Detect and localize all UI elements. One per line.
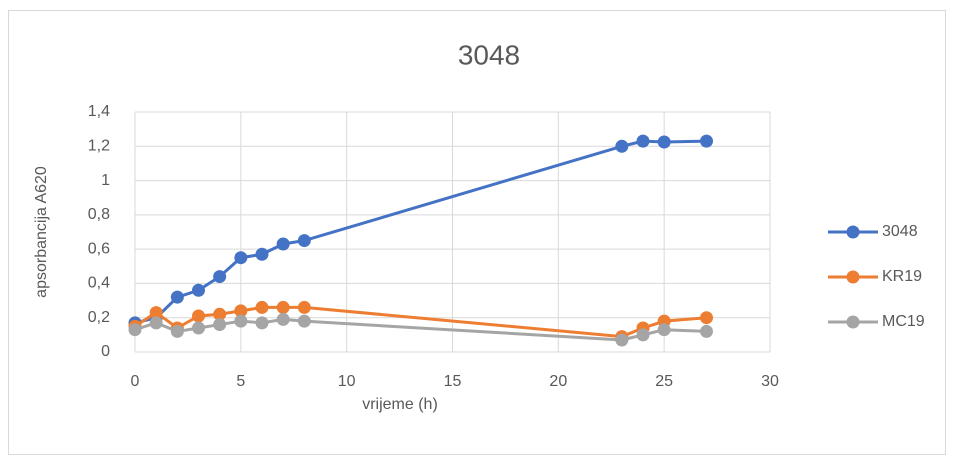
data-point (192, 309, 205, 323)
chart-border (8, 10, 946, 455)
legend-label: MC19 (882, 313, 925, 330)
data-point (149, 316, 163, 330)
data-point (192, 321, 205, 335)
y-tick-label: 0,4 (88, 275, 110, 292)
data-point (213, 270, 227, 284)
data-point (170, 324, 184, 338)
chart-title: 3048 (458, 39, 520, 70)
data-point (213, 307, 227, 321)
data-point (276, 237, 290, 251)
data-point (297, 300, 311, 314)
data-point (128, 323, 142, 337)
data-point (657, 323, 671, 337)
data-point (234, 314, 248, 328)
y-tick-label: 0,8 (88, 206, 110, 223)
data-point (255, 316, 269, 330)
y-tick-label: 0,6 (88, 240, 110, 257)
data-point (234, 251, 248, 265)
data-point (192, 283, 205, 297)
data-point (170, 290, 184, 304)
data-point (276, 300, 290, 314)
legend-marker (846, 270, 860, 284)
y-tick-label: 0,2 (88, 309, 110, 326)
data-point (255, 247, 269, 261)
data-point (234, 304, 248, 318)
data-point (636, 134, 650, 148)
data-point (213, 318, 227, 332)
y-tick-label: 1 (101, 172, 110, 189)
legend-marker (846, 225, 860, 239)
y-axis-label: apsorbancija A620 (33, 166, 50, 298)
data-point (700, 134, 713, 148)
data-point (297, 234, 311, 248)
y-tick-label: 1,2 (88, 138, 110, 155)
data-point (255, 300, 269, 314)
data-point (700, 324, 713, 338)
x-tick-label: 5 (236, 373, 245, 390)
data-point (276, 312, 290, 326)
data-point (636, 328, 650, 342)
y-tick-label: 1,4 (88, 103, 110, 120)
legend-marker (846, 315, 860, 329)
x-tick-label: 30 (761, 373, 779, 390)
data-point (700, 311, 713, 325)
x-tick-label: 25 (655, 373, 673, 390)
legend-label: 3048 (882, 223, 918, 240)
x-tick-label: 15 (444, 373, 462, 390)
data-point (615, 333, 629, 347)
x-tick-label: 0 (131, 373, 140, 390)
data-point (149, 306, 163, 320)
x-tick-label: 10 (338, 373, 356, 390)
data-point (615, 139, 629, 153)
y-tick-label: 0 (101, 343, 110, 360)
data-point (297, 314, 311, 328)
x-tick-label: 20 (549, 373, 567, 390)
x-axis-label: vrijeme (h) (362, 396, 438, 413)
data-point (657, 135, 671, 149)
legend-label: KR19 (882, 268, 922, 285)
